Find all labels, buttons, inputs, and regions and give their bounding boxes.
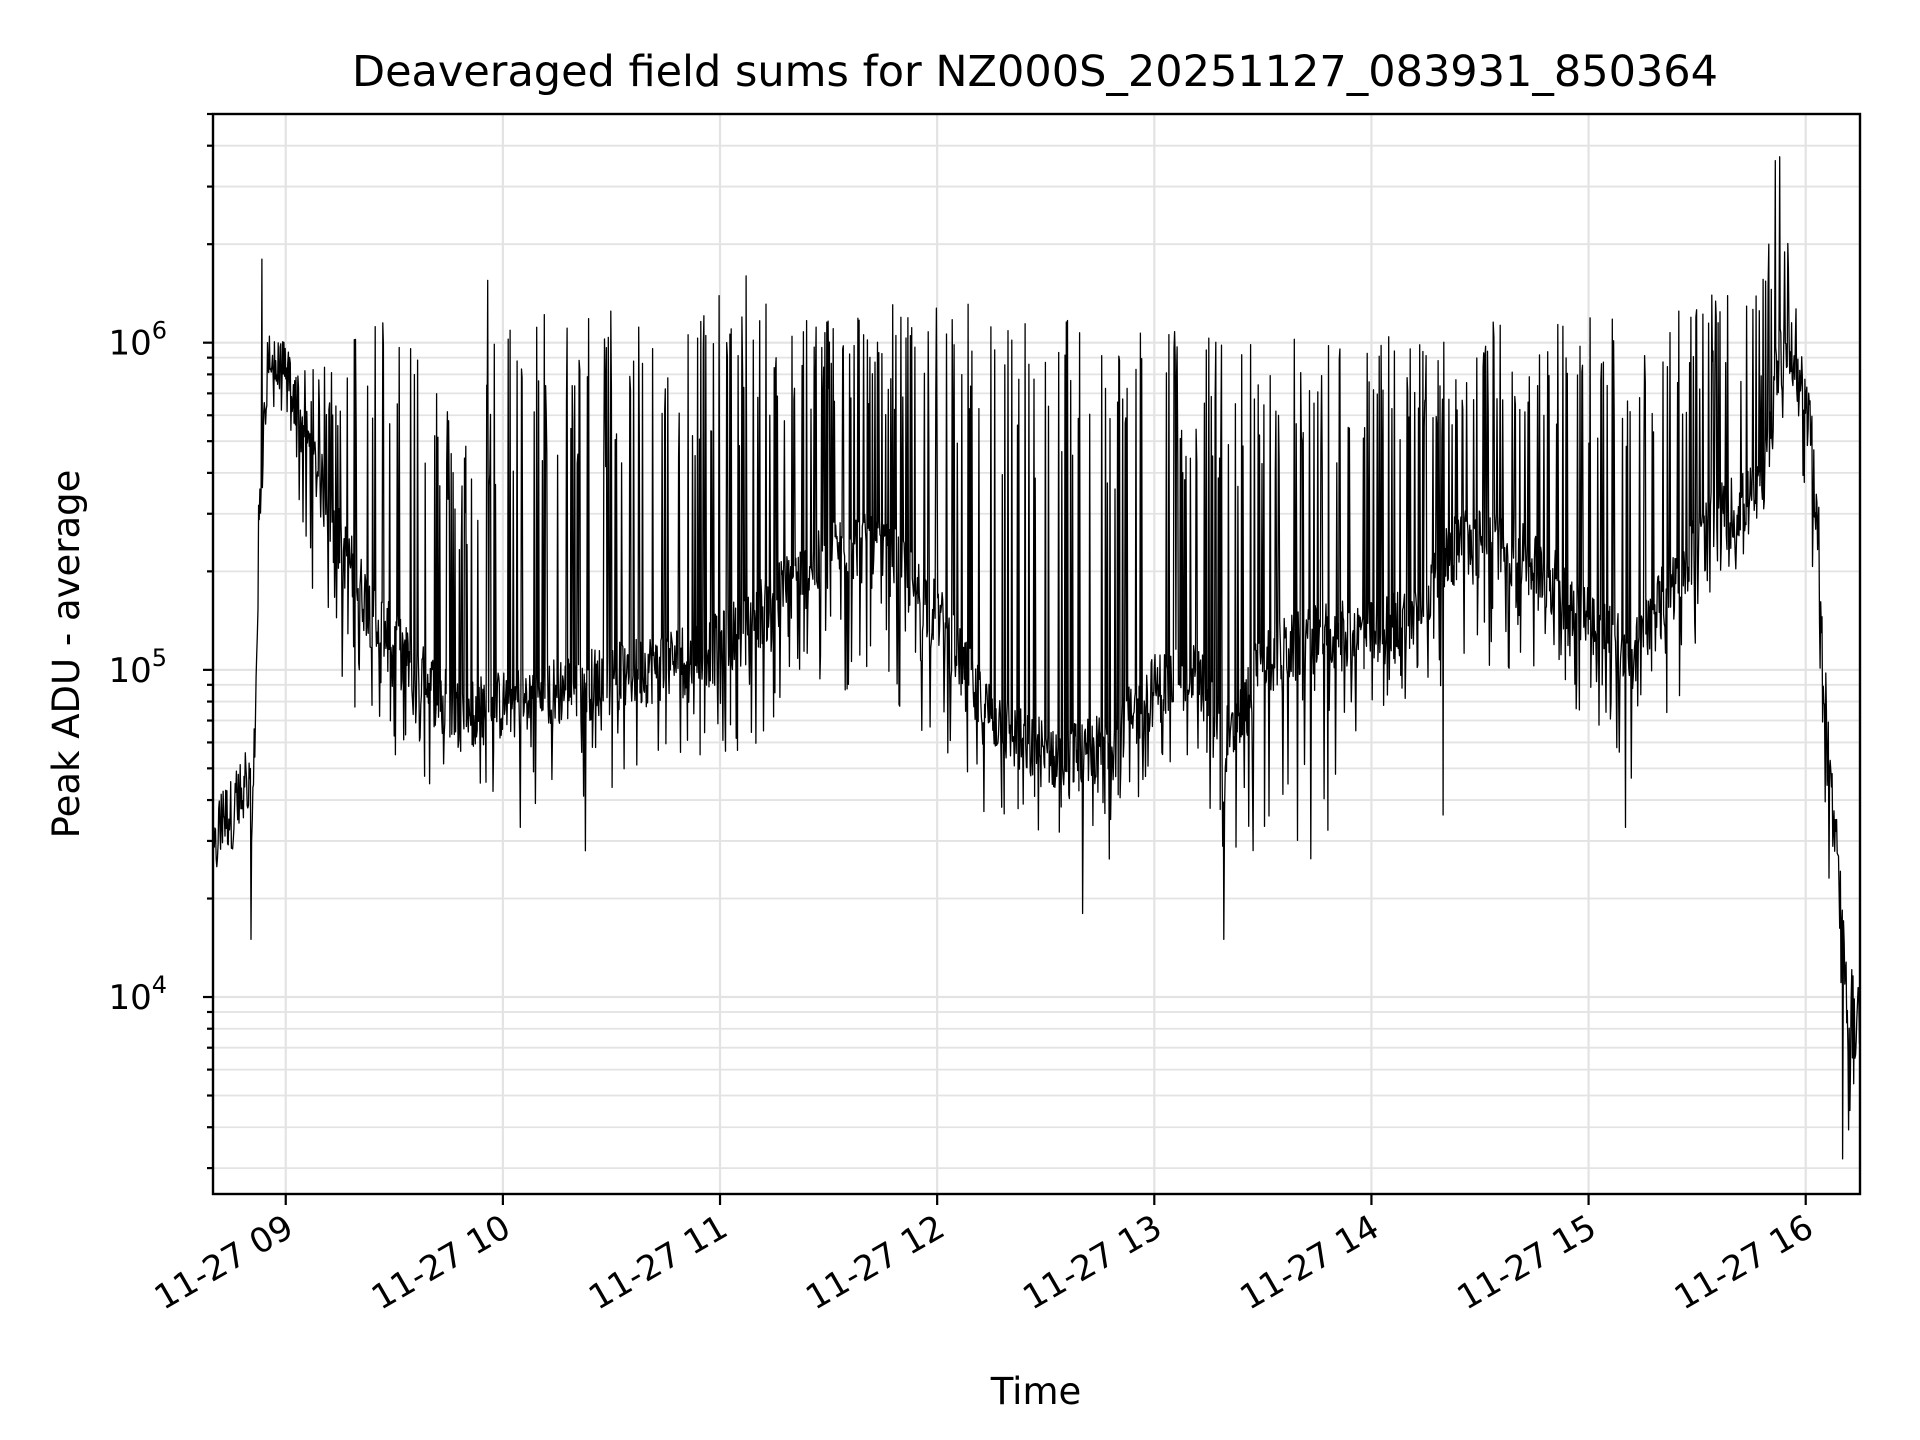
plot-area xyxy=(213,156,1860,1160)
x-tick-label: 11-27 14 xyxy=(1234,1207,1386,1318)
y-axis-label: Peak ADU - average xyxy=(45,470,88,839)
x-tick-label: 11-27 11 xyxy=(582,1207,734,1318)
y-tick-label: 106 xyxy=(108,317,167,364)
x-tick-label: 11-27 10 xyxy=(365,1207,517,1318)
x-tick-label: 11-27 09 xyxy=(148,1207,300,1318)
y-tick-label: 105 xyxy=(108,644,167,691)
series-layer xyxy=(213,156,1860,1160)
x-tick-label: 11-27 16 xyxy=(1668,1207,1820,1318)
plot-frame xyxy=(211,112,1862,1196)
x-tick-label: 11-27 12 xyxy=(799,1207,951,1318)
series-line-field-sums xyxy=(213,156,1860,1160)
x-axis-label: Time xyxy=(990,1370,1082,1413)
x-tick-label: 11-27 13 xyxy=(1016,1207,1168,1318)
y-axis: 104 105 106 xyxy=(108,112,213,1170)
x-tick-label: 11-27 15 xyxy=(1451,1207,1603,1318)
chart-title: Deaveraged field sums for NZ000S_2025112… xyxy=(352,47,1718,97)
y-tick-label: 104 xyxy=(108,971,167,1018)
x-axis: 11-27 09 11-27 10 11-27 11 11-27 12 11-27 13… xyxy=(148,1194,1820,1318)
